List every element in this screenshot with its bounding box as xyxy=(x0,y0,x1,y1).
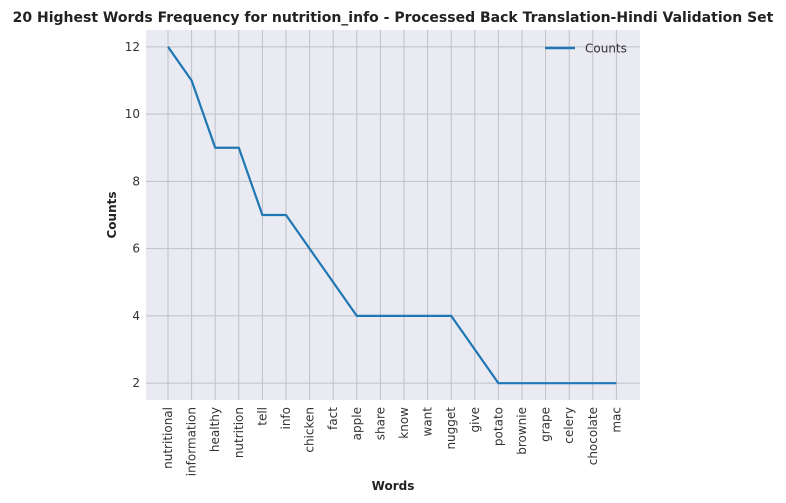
x-tick-label: healthy xyxy=(208,407,222,452)
y-tick-label: 4 xyxy=(132,309,140,323)
legend: Counts xyxy=(545,42,627,56)
y-tick-label: 6 xyxy=(132,242,140,256)
grid xyxy=(146,30,640,400)
x-tick-label: info xyxy=(279,407,293,430)
x-tick-label: nutrition xyxy=(232,407,246,458)
x-tick-label: share xyxy=(373,407,387,440)
y-tick-label: 12 xyxy=(125,40,140,54)
x-tick-label: brownie xyxy=(515,407,529,455)
x-tick-label: want xyxy=(421,407,435,437)
y-tick-label: 2 xyxy=(132,376,140,390)
plot-area xyxy=(146,30,640,400)
x-tick-label: information xyxy=(185,407,199,476)
y-tick-label: 10 xyxy=(125,107,140,121)
y-axis-ticks: 2 4 6 8 10 12 xyxy=(125,40,140,390)
y-axis-label: Counts xyxy=(105,191,119,238)
x-tick-label: potato xyxy=(491,407,505,446)
x-tick-label: fact xyxy=(326,407,340,430)
x-axis-ticks: nutritional information healthy nutrition te… xyxy=(161,407,623,477)
x-tick-label: mac xyxy=(609,407,623,433)
x-tick-label: celery xyxy=(562,407,576,444)
x-tick-label: nugget xyxy=(444,407,458,450)
x-tick-label: tell xyxy=(255,407,269,426)
x-tick-label: chocolate xyxy=(586,407,600,465)
x-tick-label: give xyxy=(468,407,482,432)
x-tick-label: know xyxy=(397,407,411,439)
series-line-counts xyxy=(167,46,617,385)
x-axis-label: Words xyxy=(372,479,415,493)
legend-label: Counts xyxy=(585,42,627,56)
y-tick-label: 8 xyxy=(132,174,140,188)
x-tick-label: nutritional xyxy=(161,407,175,469)
x-tick-label: chicken xyxy=(303,407,317,453)
chart-title: 20 Highest Words Frequency for nutrition… xyxy=(13,10,774,26)
x-tick-label: grape xyxy=(539,407,553,442)
x-tick-label: apple xyxy=(350,407,364,440)
